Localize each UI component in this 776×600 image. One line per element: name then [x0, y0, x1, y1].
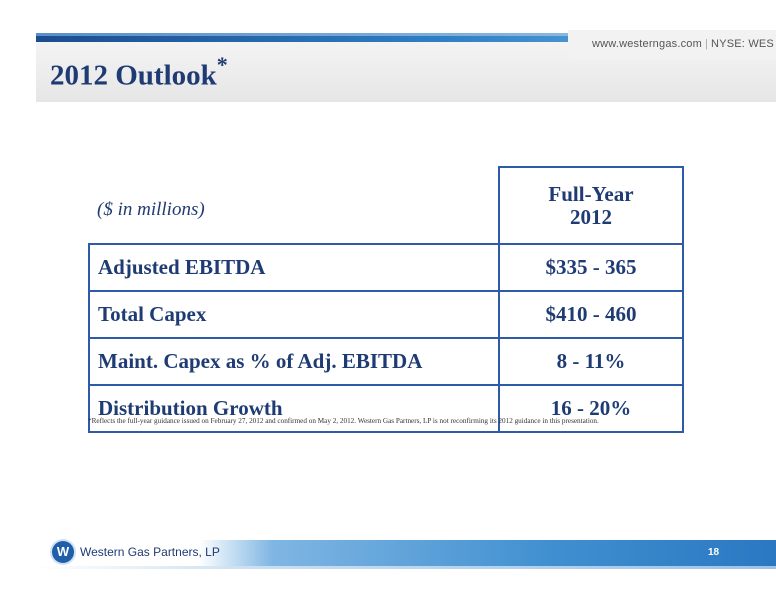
- row-value: $335 - 365: [498, 243, 684, 292]
- row-value: 8 - 11%: [498, 337, 684, 386]
- table-row: Total Capex $410 - 460: [88, 290, 684, 339]
- row-label: Maint. Capex as % of Adj. EBITDA: [88, 337, 500, 386]
- company-name: Western Gas Partners, LP: [80, 545, 220, 559]
- page-title-text: 2012 Outlook: [50, 59, 217, 92]
- header-blue-stripe: [36, 36, 776, 42]
- footer-accent-line: [36, 566, 776, 569]
- footer-band: [36, 540, 776, 566]
- website-link[interactable]: www.westerngas.com: [592, 38, 702, 50]
- column-header-line1: Full-Year: [548, 181, 634, 206]
- column-header-full-year: Full-Year 2012: [498, 166, 684, 245]
- unit-label: ($ in millions): [89, 167, 500, 245]
- row-label: Total Capex: [88, 290, 500, 339]
- row-label: Distribution Growth: [88, 384, 500, 433]
- outlook-table: ($ in millions) Full-Year 2012 Adjusted …: [88, 166, 684, 433]
- row-value: 16 - 20%: [498, 384, 684, 433]
- row-value: $410 - 460: [498, 290, 684, 339]
- separator: |: [704, 38, 709, 50]
- company-logo-icon: W: [52, 541, 74, 563]
- column-header-line2: 2012: [570, 204, 612, 229]
- table-header-row: ($ in millions) Full-Year 2012: [89, 166, 684, 245]
- site-tab: [568, 30, 776, 60]
- title-asterisk: *: [216, 52, 228, 77]
- table-row: Distribution Growth 16 - 20%: [88, 384, 684, 433]
- row-label: Adjusted EBITDA: [88, 243, 500, 292]
- site-info: www.westerngas.com | NYSE: WES: [592, 38, 774, 50]
- table-row: Maint. Capex as % of Adj. EBITDA 8 - 11%: [88, 337, 684, 386]
- footnote: *Reflects the full-year guidance issued …: [88, 417, 599, 425]
- table-row: Adjusted EBITDA $335 - 365: [88, 243, 684, 292]
- page-title: 2012 Outlook*: [50, 52, 228, 93]
- page-number: 18: [708, 547, 720, 558]
- ticker-symbol: NYSE: WES: [711, 38, 774, 50]
- header-accent-line: [36, 33, 776, 36]
